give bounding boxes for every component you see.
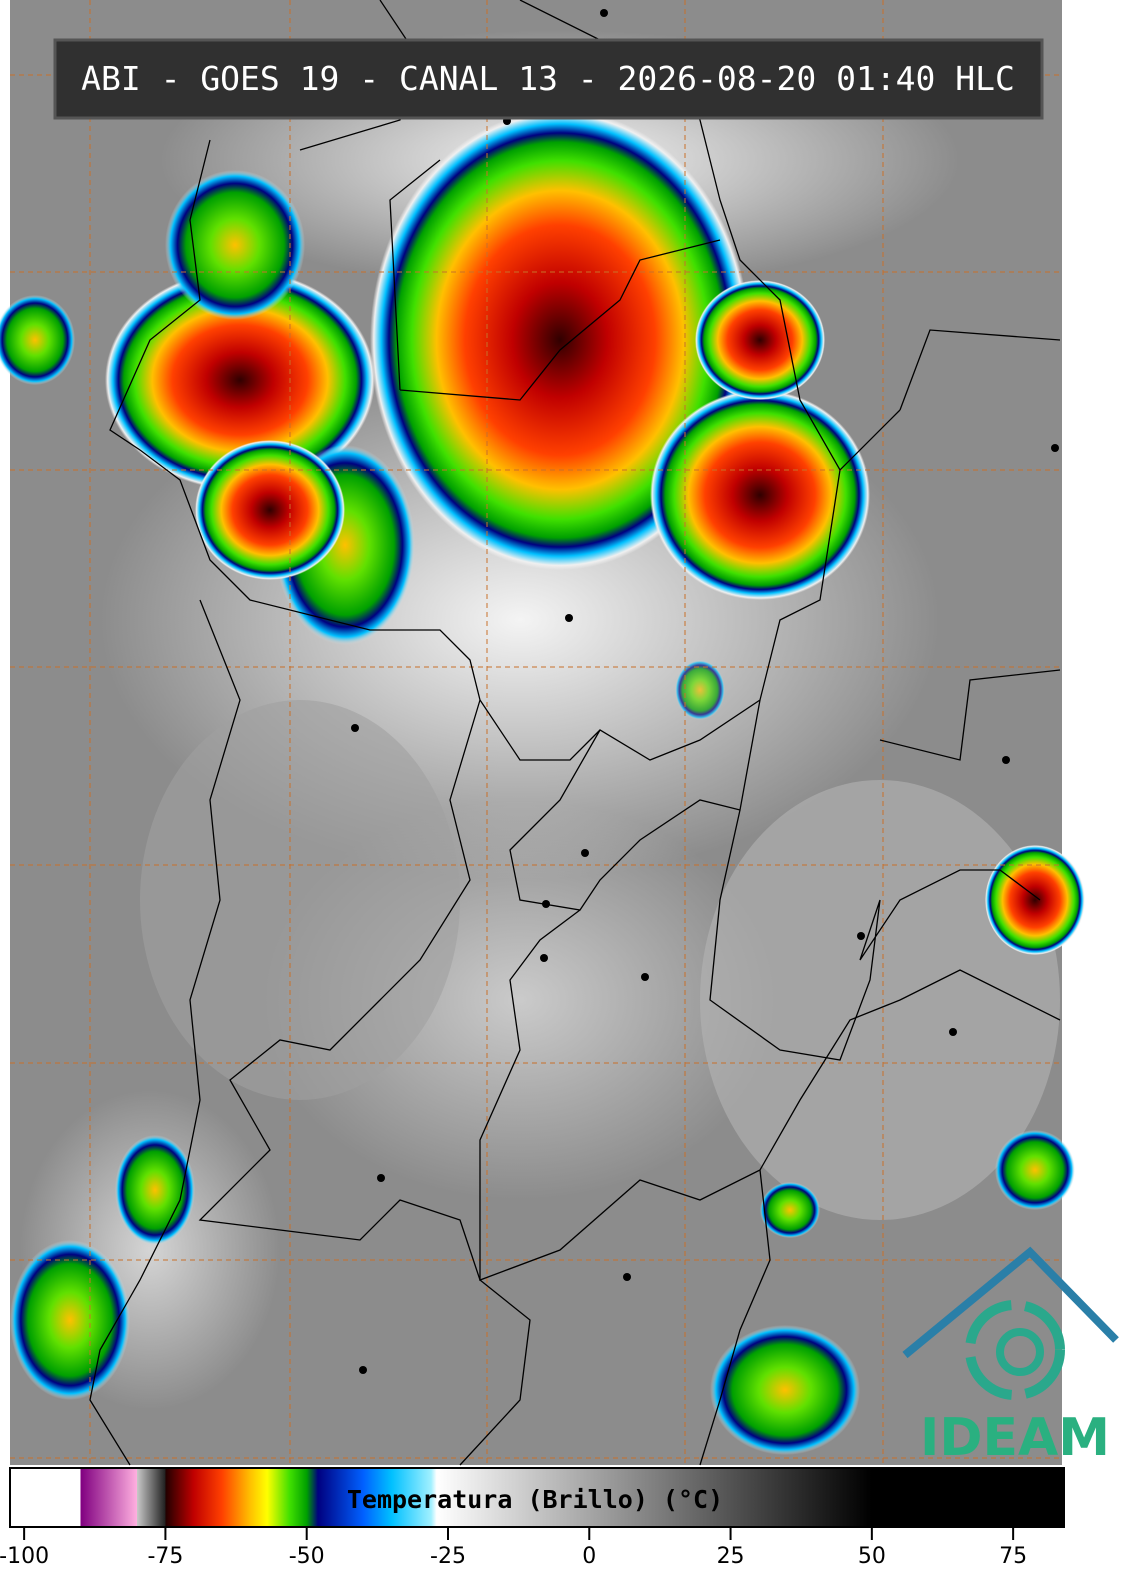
title-box — [53, 38, 1044, 120]
tick-label: -50 — [289, 1544, 325, 1569]
tick-label: -100 — [0, 1544, 49, 1569]
tick-label: -75 — [147, 1544, 183, 1569]
tick-label: 50 — [858, 1544, 886, 1569]
city-markers — [351, 9, 1059, 1374]
colorbar-label: Temperatura (Brillo) (°C) — [347, 1485, 723, 1514]
tick-label: 75 — [999, 1544, 1027, 1569]
title: ABI - GOES 19 - CANAL 13 - 2026-08-20 01… — [81, 59, 1015, 98]
logo-text: IDEAM — [920, 1408, 1110, 1468]
satellite-image: IDEAM — [0, 0, 1119, 1468]
tick-label: 25 — [717, 1544, 745, 1569]
colorbar-scale — [9, 1467, 1065, 1528]
colorbar: Temperatura (Brillo) (°C) -100 -75 -50 -25 0… — [0, 1467, 1065, 1569]
borders — [89, 0, 1061, 1466]
logo: IDEAM — [902, 1246, 1119, 1468]
tick-label: 0 — [582, 1544, 596, 1569]
tick-label: -25 — [430, 1544, 466, 1569]
